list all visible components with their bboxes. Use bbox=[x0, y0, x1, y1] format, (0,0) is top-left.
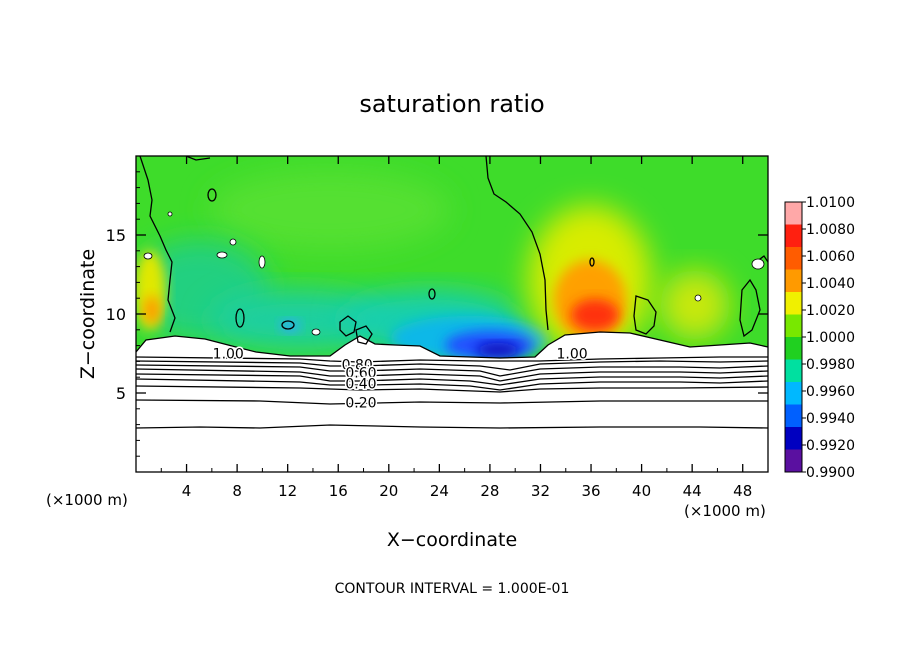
colorbar-swatch bbox=[785, 427, 802, 450]
contour-line bbox=[139, 156, 176, 333]
contour-loop bbox=[281, 320, 295, 330]
x-tick-label: 40 bbox=[632, 482, 651, 500]
colorbar-label: 1.0060 bbox=[806, 249, 855, 265]
field-plume-yellow-2 bbox=[660, 270, 730, 340]
x-tick-label: 16 bbox=[329, 482, 348, 500]
x-tick-label: 12 bbox=[278, 482, 297, 500]
y-tick-label: 15 bbox=[106, 226, 126, 245]
contour-line bbox=[136, 378, 768, 391]
speck bbox=[167, 211, 173, 217]
contour-interval-note: CONTOUR INTERVAL = 1.000E-01 bbox=[335, 581, 570, 597]
contour-label: 0.20 bbox=[345, 395, 376, 411]
x-unit-right: (×1000 m) bbox=[684, 502, 766, 520]
field-blue-core bbox=[476, 343, 520, 357]
colorbar-label: 0.9900 bbox=[806, 465, 855, 481]
contour-line bbox=[136, 373, 768, 386]
field-shading bbox=[136, 170, 730, 360]
colorbar-swatch bbox=[785, 269, 802, 293]
contour-label: 0.40 bbox=[345, 377, 376, 393]
white-specks bbox=[143, 211, 765, 336]
colorbar-swatch bbox=[785, 314, 802, 338]
colorbar-label: 1.0100 bbox=[806, 195, 855, 211]
contour-line bbox=[633, 295, 657, 335]
speck bbox=[751, 258, 765, 270]
x-tick-label: 28 bbox=[480, 482, 499, 500]
y-tick-label: 5 bbox=[116, 384, 126, 403]
contour-line bbox=[739, 278, 761, 338]
y-axis-title: Z−coordinate bbox=[77, 249, 99, 379]
contour-line bbox=[136, 399, 768, 405]
contour-loop bbox=[235, 308, 245, 328]
y-axis: 5 10 15 bbox=[106, 171, 768, 457]
contour-label: 0.60 bbox=[345, 365, 376, 381]
speck bbox=[143, 252, 153, 260]
contour-line bbox=[355, 325, 373, 345]
colorbar-label: 1.0000 bbox=[806, 330, 855, 346]
contour-line bbox=[136, 368, 768, 382]
field-light-green bbox=[210, 170, 450, 250]
contour-label: 1.00 bbox=[556, 347, 587, 363]
contour-line bbox=[136, 331, 768, 359]
contour-loop bbox=[207, 188, 217, 202]
x-tick-label: 48 bbox=[733, 482, 752, 500]
contour-labels: 1.00 1.00 0.800.600.40 0.20 bbox=[211, 345, 589, 413]
colorbar: 1.0100 1.0080 1.0060 1.0040 1.0020 1.0000 0.99… bbox=[784, 195, 855, 481]
field-plume-red bbox=[571, 299, 619, 331]
contour-line bbox=[136, 356, 768, 363]
colorbar-swatch bbox=[785, 337, 802, 360]
colorbar-label: 1.0020 bbox=[806, 303, 855, 319]
colorbar-swatch bbox=[785, 359, 802, 383]
y-tick-label: 10 bbox=[106, 305, 126, 324]
colorbar-label: 0.9940 bbox=[806, 411, 855, 427]
x-tick-label: 20 bbox=[379, 482, 398, 500]
colorbar-swatch bbox=[785, 292, 802, 315]
contour-line bbox=[136, 424, 768, 429]
contour-loop bbox=[589, 257, 595, 267]
speck bbox=[229, 238, 237, 246]
contour-line bbox=[339, 315, 357, 337]
chart-title: saturation ratio bbox=[359, 90, 544, 118]
x-unit-left: (×1000 m) bbox=[46, 491, 128, 509]
speck bbox=[694, 294, 702, 302]
colorbar-label: 0.9960 bbox=[806, 384, 855, 400]
colorbar-swatch bbox=[785, 449, 802, 473]
x-tick-label: 4 bbox=[182, 482, 192, 500]
plot-area: 1.00 1.00 0.800.600.40 0.20 bbox=[136, 156, 768, 472]
contour-label: 0.80 bbox=[342, 358, 373, 374]
contour-line bbox=[485, 156, 549, 331]
speck bbox=[258, 255, 266, 269]
x-tick-label: 24 bbox=[430, 482, 449, 500]
colorbar-swatch bbox=[785, 224, 802, 248]
x-tick-label: 36 bbox=[581, 482, 600, 500]
speck bbox=[216, 251, 228, 259]
speck bbox=[311, 328, 321, 336]
colorbar-swatch bbox=[785, 202, 802, 225]
colorbar-label: 1.0080 bbox=[806, 222, 855, 238]
x-tick-label: 44 bbox=[683, 482, 702, 500]
colorbar-swatch bbox=[785, 404, 802, 428]
colorbar-label: 1.0040 bbox=[806, 276, 855, 292]
contour-line bbox=[136, 385, 768, 393]
contour-line bbox=[136, 364, 768, 377]
x-axis-title: X−coordinate bbox=[387, 529, 517, 551]
contour-line bbox=[136, 360, 768, 371]
x-axis: 4 8 12 16 20 24 28 32 36 40 44 48 bbox=[160, 156, 752, 500]
colorbar-label: 0.9980 bbox=[806, 357, 855, 373]
contour-label: 1.00 bbox=[213, 347, 244, 363]
field-left-orange bbox=[144, 296, 160, 324]
x-tick-label: 8 bbox=[232, 482, 242, 500]
colorbar-label: 0.9920 bbox=[806, 438, 855, 454]
x-tick-label: 32 bbox=[531, 482, 550, 500]
contour-loop bbox=[428, 288, 436, 300]
contour-lines bbox=[136, 331, 768, 429]
contour-line bbox=[185, 156, 211, 161]
colorbar-swatch bbox=[785, 247, 802, 270]
colorbar-swatch bbox=[785, 382, 802, 405]
upper-contours bbox=[139, 156, 768, 345]
